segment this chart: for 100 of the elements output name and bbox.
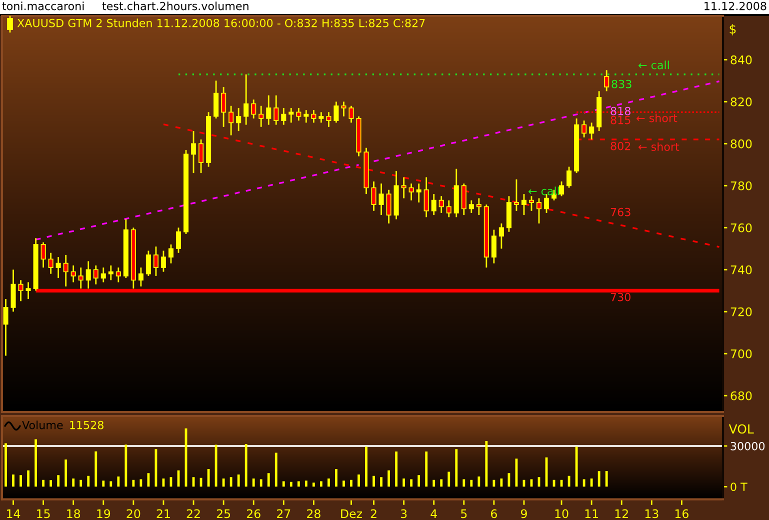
candlestick — [528, 195, 534, 212]
candlestick — [281, 107, 286, 126]
candlestick — [521, 193, 526, 216]
candlestick — [198, 138, 204, 174]
candlestick — [378, 182, 384, 216]
bar — [358, 474, 360, 487]
text: toni.maccaroni — [2, 2, 84, 10]
candlestick — [468, 200, 474, 214]
bar — [304, 480, 308, 487]
bar — [282, 481, 285, 487]
candlestick — [266, 94, 272, 126]
candlestick — [100, 266, 106, 283]
candlestick — [566, 166, 572, 188]
candlestick — [63, 254, 68, 288]
bar — [42, 480, 45, 487]
bar — [252, 478, 255, 487]
candlestick — [536, 198, 542, 224]
candlestick — [446, 200, 452, 218]
bar — [462, 479, 466, 487]
candlestick — [296, 107, 302, 122]
annotation: 730 — [610, 292, 630, 302]
x-tick-label: 28 — [307, 509, 320, 518]
candlestick — [40, 242, 46, 268]
x-tick-label: 11 — [585, 509, 598, 518]
x-tick-label: 21 — [156, 509, 170, 518]
annotation: 818 — [610, 106, 630, 116]
bar — [140, 479, 142, 487]
chart-subtitle: XAUUSD GTM 2 Stunden 11.12.2008 16:00:00 - O:832 H:835 L:825 C:827 — [17, 18, 425, 28]
candlestick — [401, 176, 406, 199]
bar — [425, 452, 428, 487]
bar — [448, 472, 450, 487]
x-tick-label: 4 — [430, 509, 437, 518]
bar — [605, 471, 608, 487]
bar — [244, 444, 248, 487]
candlestick — [514, 178, 519, 212]
bar — [582, 479, 586, 487]
annotation: 833 — [612, 80, 632, 88]
x-tick-label: 9 — [520, 509, 527, 518]
candlestick — [251, 98, 256, 120]
candlestick — [589, 122, 594, 140]
y-tick-label: 800 — [730, 139, 752, 148]
bar — [432, 480, 436, 487]
bar — [230, 477, 232, 487]
bar — [27, 470, 30, 487]
bar — [380, 477, 382, 487]
bar — [124, 444, 128, 487]
candlestick — [288, 107, 294, 124]
bar — [410, 479, 413, 487]
candlestick — [146, 250, 151, 277]
candlestick — [318, 111, 324, 124]
bar — [328, 478, 330, 487]
x-tick-label: 3 — [400, 509, 407, 518]
bar — [388, 470, 390, 487]
candlestick — [386, 189, 392, 224]
annotation: 763 — [610, 208, 630, 216]
bar — [455, 449, 458, 487]
candlestick — [258, 105, 264, 128]
candlestick — [498, 222, 504, 250]
bar — [117, 476, 120, 487]
x-tick-label: 15 — [37, 509, 50, 518]
annotation: 802 — [610, 142, 630, 150]
bar — [237, 474, 240, 487]
candlestick — [431, 193, 436, 216]
candlestick — [26, 282, 31, 300]
candlestick — [153, 246, 158, 277]
y-axis-title: $ — [730, 24, 736, 36]
candlestick — [108, 264, 114, 281]
bar — [94, 451, 98, 487]
bar — [87, 476, 90, 487]
bar — [4, 443, 7, 487]
y-tick-label: 700 — [730, 349, 752, 358]
line-series — [162, 124, 720, 248]
annotation: 815 — [610, 116, 630, 124]
annotation: 11528 — [70, 420, 104, 430]
bar — [320, 481, 322, 487]
candlestick — [311, 109, 316, 124]
y-tick-label: 840 — [730, 55, 752, 64]
bar — [110, 481, 112, 487]
y-tick-label: 30000 — [730, 442, 765, 450]
candlestick — [304, 109, 309, 124]
bar — [297, 481, 300, 487]
bar — [372, 476, 375, 487]
y-tick-label: 820 — [730, 97, 752, 106]
candlestick — [86, 260, 91, 290]
annotation: ← short — [636, 114, 678, 122]
candlestick — [56, 256, 61, 279]
bar — [470, 480, 473, 487]
candlestick — [221, 86, 226, 128]
x-tick-label: 20 — [126, 509, 140, 518]
candlestick — [228, 105, 234, 136]
candlestick — [3, 298, 8, 356]
x-tick-label: 16 — [675, 509, 688, 518]
y-axis-title: VOL — [728, 424, 754, 434]
candlestick — [476, 198, 482, 216]
candlestick — [274, 94, 279, 126]
bar — [132, 480, 135, 487]
bar — [102, 480, 105, 487]
bar — [260, 479, 262, 487]
text: 11.12.2008 — [704, 2, 766, 10]
candlestick — [138, 266, 144, 288]
